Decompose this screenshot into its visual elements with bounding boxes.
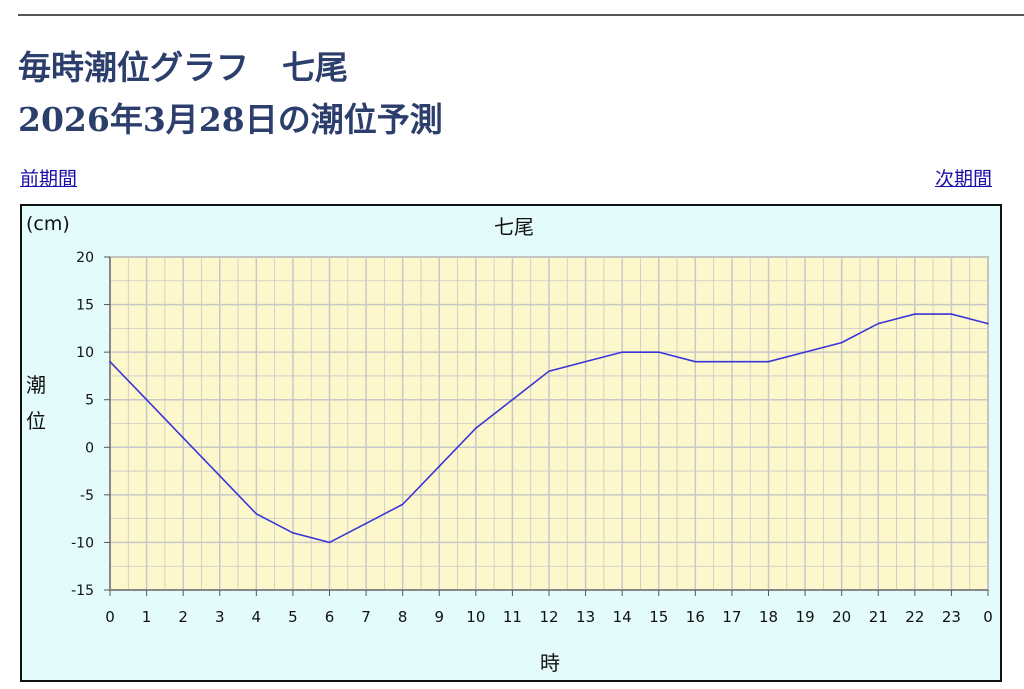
x-tick-label: 10 xyxy=(466,608,485,626)
x-tick-label: 13 xyxy=(576,608,595,626)
x-tick-label: 12 xyxy=(539,608,558,626)
tide-chart-panel: (cm) 七尾 潮位 時 20 15 10 5 0 -5 -10 -15 0 1 2 3 4 5 6 7 8 9 1… xyxy=(20,204,1002,682)
next-period-link[interactable]: 次期間 xyxy=(934,168,992,190)
x-tick-label: 16 xyxy=(686,608,705,626)
y-tick-label: 0 xyxy=(85,440,94,456)
chart-title: 七尾 xyxy=(494,215,534,239)
data-point xyxy=(109,360,111,363)
y-tick-label: 20 xyxy=(76,250,94,266)
data-point xyxy=(292,532,294,534)
data-point xyxy=(401,503,404,506)
top-divider xyxy=(18,14,1024,16)
x-tick-label: 7 xyxy=(361,608,371,626)
x-tick-label: 0 xyxy=(105,608,115,626)
data-point xyxy=(145,398,148,401)
data-point xyxy=(877,322,880,325)
x-tick-label: 6 xyxy=(325,608,335,626)
data-point xyxy=(328,541,331,544)
x-axis-label: 時 xyxy=(540,651,560,675)
data-point xyxy=(218,475,221,477)
data-point xyxy=(950,313,953,315)
x-tick-label: 2 xyxy=(178,608,188,626)
data-point xyxy=(731,360,733,363)
data-point xyxy=(255,513,258,515)
x-tick-label: 1 xyxy=(142,608,152,626)
data-point xyxy=(694,360,697,363)
page-title: 毎時潮位グラフ 七尾 xyxy=(18,48,348,87)
data-point xyxy=(182,436,184,439)
x-tick-label: 23 xyxy=(942,608,961,626)
x-tick-label: 14 xyxy=(613,608,632,626)
x-tick-label: 21 xyxy=(869,608,888,626)
x-tick-label: 15 xyxy=(649,608,668,626)
unit-label: (cm) xyxy=(26,213,70,235)
x-tick-label: 11 xyxy=(503,608,522,626)
data-point xyxy=(438,465,441,468)
data-point xyxy=(621,351,623,353)
data-point xyxy=(840,341,843,344)
data-point xyxy=(657,351,660,353)
y-tick-label: -10 xyxy=(71,535,94,551)
data-point xyxy=(914,313,916,315)
x-tick-label: 9 xyxy=(434,608,444,626)
page-subtitle: 2026年3月28日の潮位予測 xyxy=(18,100,443,139)
x-tick-label: 0 xyxy=(983,608,993,626)
y-tick-label: 10 xyxy=(76,345,94,361)
x-tick-label: 5 xyxy=(288,608,298,626)
y-tick-label: -5 xyxy=(80,488,94,504)
x-tick-label: 3 xyxy=(215,608,225,626)
data-point xyxy=(584,360,587,363)
data-point xyxy=(365,522,367,525)
x-tick-label: 18 xyxy=(759,608,778,626)
x-tick-label: 8 xyxy=(398,608,408,626)
x-tick-label: 22 xyxy=(905,608,924,626)
data-point xyxy=(475,427,477,430)
data-point xyxy=(804,351,806,353)
y-tick-label: 15 xyxy=(76,298,94,314)
data-point xyxy=(548,370,550,372)
prev-period-link[interactable]: 前期間 xyxy=(20,168,78,190)
data-point xyxy=(987,322,989,325)
x-tick-label: 4 xyxy=(252,608,262,626)
y-axis-label: 潮位 xyxy=(26,373,46,433)
x-tick-label: 20 xyxy=(832,608,851,626)
data-point xyxy=(511,398,514,401)
data-point xyxy=(767,360,770,363)
x-tick-label: 19 xyxy=(796,608,815,626)
y-tick-label: -15 xyxy=(71,583,94,599)
y-tick-label: 5 xyxy=(85,393,94,409)
x-tick-label: 17 xyxy=(722,608,741,626)
